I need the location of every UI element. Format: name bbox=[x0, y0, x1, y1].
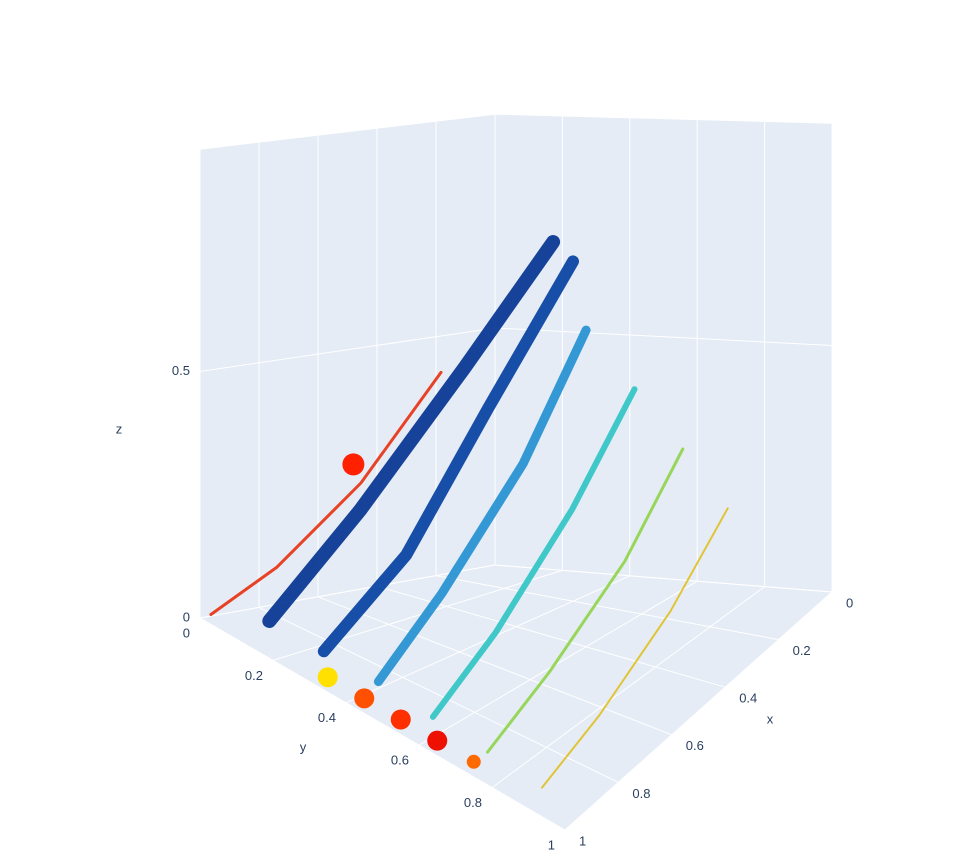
z-tick-label: 0 bbox=[183, 609, 190, 624]
floor-grid-x bbox=[199, 617, 566, 831]
cone-marker bbox=[317, 667, 338, 688]
floor-grid-x bbox=[317, 596, 672, 736]
stream-tube bbox=[429, 386, 638, 720]
stream-tube bbox=[541, 507, 729, 789]
cone-marker bbox=[427, 730, 448, 751]
x-tick-label: 0 bbox=[846, 595, 853, 610]
stream-tube bbox=[209, 370, 443, 616]
y-tick-label: 0.4 bbox=[318, 710, 336, 725]
floor-grid-x bbox=[258, 606, 619, 783]
x-tick-label: 1 bbox=[579, 833, 586, 848]
stream-tube bbox=[317, 255, 579, 658]
y-tick-label: 1 bbox=[548, 837, 555, 852]
wall-grid-z bbox=[199, 564, 496, 619]
x-axis-title: x bbox=[767, 711, 774, 726]
floor-grid-y bbox=[418, 580, 698, 746]
wall-grid-z bbox=[494, 564, 833, 593]
y-tick-label: 0.2 bbox=[245, 668, 263, 683]
y-tick-label: 0.8 bbox=[464, 795, 482, 810]
x-tick-label: 0.4 bbox=[739, 691, 757, 706]
floor bbox=[200, 565, 832, 830]
cone-marker bbox=[466, 754, 481, 769]
wall-grid-z bbox=[494, 327, 833, 347]
stream-tube bbox=[486, 447, 685, 754]
floor-grid-y bbox=[491, 586, 765, 789]
cone-marker bbox=[390, 709, 411, 730]
wall-x0 bbox=[495, 114, 832, 592]
wall-y0 bbox=[200, 114, 495, 618]
stream-tube bbox=[373, 325, 591, 687]
x-tick-label: 0.6 bbox=[686, 738, 704, 753]
y-tick-label: 0.6 bbox=[391, 753, 409, 768]
floor-grid-y bbox=[564, 591, 833, 831]
y-tick-label: 0 bbox=[183, 625, 190, 640]
floor-grid-x bbox=[435, 575, 779, 641]
x-tick-label: 0.8 bbox=[632, 786, 650, 801]
z-axis-title: z bbox=[116, 421, 123, 436]
y-axis-title: y bbox=[300, 739, 307, 754]
x-tick-label: 0.2 bbox=[793, 643, 811, 658]
cone-marker bbox=[342, 453, 365, 476]
z-tick-label: 0.5 bbox=[172, 363, 190, 378]
wall-grid-z bbox=[199, 327, 496, 373]
cone-marker bbox=[354, 688, 375, 709]
stream-tube bbox=[262, 235, 561, 628]
